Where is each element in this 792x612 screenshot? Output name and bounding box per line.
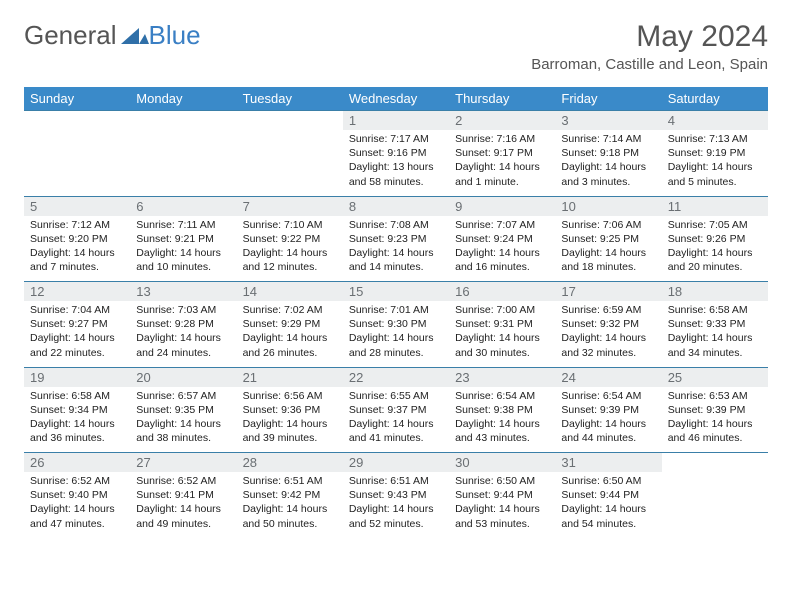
day-detail-cell: Sunrise: 7:10 AMSunset: 9:22 PMDaylight:… [237, 216, 343, 282]
weekday-header: Friday [555, 87, 661, 111]
day-detail-cell [24, 130, 130, 196]
day-detail-cell: Sunrise: 6:55 AMSunset: 9:37 PMDaylight:… [343, 387, 449, 453]
calendar-table: SundayMondayTuesdayWednesdayThursdayFrid… [24, 87, 768, 538]
day-detail-cell: Sunrise: 7:02 AMSunset: 9:29 PMDaylight:… [237, 301, 343, 367]
day-detail-cell: Sunrise: 7:06 AMSunset: 9:25 PMDaylight:… [555, 216, 661, 282]
weekday-header: Tuesday [237, 87, 343, 111]
day-detail-cell: Sunrise: 6:58 AMSunset: 9:34 PMDaylight:… [24, 387, 130, 453]
weekday-header: Thursday [449, 87, 555, 111]
day-number-cell: 22 [343, 367, 449, 387]
weekday-header: Wednesday [343, 87, 449, 111]
day-number-cell: 19 [24, 367, 130, 387]
day-number-cell: 6 [130, 196, 236, 216]
day-detail-cell: Sunrise: 7:17 AMSunset: 9:16 PMDaylight:… [343, 130, 449, 196]
day-detail-row: Sunrise: 7:04 AMSunset: 9:27 PMDaylight:… [24, 301, 768, 367]
day-detail-row: Sunrise: 7:12 AMSunset: 9:20 PMDaylight:… [24, 216, 768, 282]
day-number-row: 12131415161718 [24, 282, 768, 302]
day-number-cell: 23 [449, 367, 555, 387]
day-number-cell: 28 [237, 453, 343, 473]
day-detail-cell: Sunrise: 7:13 AMSunset: 9:19 PMDaylight:… [662, 130, 768, 196]
day-number-cell: 31 [555, 453, 661, 473]
day-number-cell: 14 [237, 282, 343, 302]
day-detail-cell: Sunrise: 6:51 AMSunset: 9:42 PMDaylight:… [237, 472, 343, 538]
weekday-header: Sunday [24, 87, 130, 111]
day-number-cell: 10 [555, 196, 661, 216]
day-detail-cell: Sunrise: 7:08 AMSunset: 9:23 PMDaylight:… [343, 216, 449, 282]
day-detail-cell: Sunrise: 7:11 AMSunset: 9:21 PMDaylight:… [130, 216, 236, 282]
day-number-cell: 2 [449, 111, 555, 131]
day-number-row: 19202122232425 [24, 367, 768, 387]
brand-part2: Blue [149, 20, 201, 51]
day-detail-cell: Sunrise: 6:54 AMSunset: 9:39 PMDaylight:… [555, 387, 661, 453]
weekday-header-row: SundayMondayTuesdayWednesdayThursdayFrid… [24, 87, 768, 111]
day-detail-cell: Sunrise: 7:01 AMSunset: 9:30 PMDaylight:… [343, 301, 449, 367]
day-detail-cell: Sunrise: 6:51 AMSunset: 9:43 PMDaylight:… [343, 472, 449, 538]
weekday-header: Monday [130, 87, 236, 111]
day-number-cell: 18 [662, 282, 768, 302]
brand-part1: General [24, 20, 117, 51]
day-detail-cell: Sunrise: 7:12 AMSunset: 9:20 PMDaylight:… [24, 216, 130, 282]
day-number-cell: 5 [24, 196, 130, 216]
day-detail-cell: Sunrise: 6:50 AMSunset: 9:44 PMDaylight:… [449, 472, 555, 538]
day-number-cell: 30 [449, 453, 555, 473]
day-number-cell: 15 [343, 282, 449, 302]
day-number-cell: 27 [130, 453, 236, 473]
location-label: Barroman, Castille and Leon, Spain [531, 56, 768, 73]
day-detail-cell: Sunrise: 7:00 AMSunset: 9:31 PMDaylight:… [449, 301, 555, 367]
day-number-cell: 1 [343, 111, 449, 131]
day-detail-cell: Sunrise: 7:05 AMSunset: 9:26 PMDaylight:… [662, 216, 768, 282]
day-detail-cell: Sunrise: 7:07 AMSunset: 9:24 PMDaylight:… [449, 216, 555, 282]
day-number-cell: 12 [24, 282, 130, 302]
day-detail-cell: Sunrise: 6:50 AMSunset: 9:44 PMDaylight:… [555, 472, 661, 538]
day-number-cell: 7 [237, 196, 343, 216]
weekday-header: Saturday [662, 87, 768, 111]
day-detail-cell: Sunrise: 6:57 AMSunset: 9:35 PMDaylight:… [130, 387, 236, 453]
day-detail-cell [130, 130, 236, 196]
month-title: May 2024 [531, 20, 768, 54]
day-detail-cell: Sunrise: 6:59 AMSunset: 9:32 PMDaylight:… [555, 301, 661, 367]
day-number-cell [662, 453, 768, 473]
day-detail-row: Sunrise: 6:52 AMSunset: 9:40 PMDaylight:… [24, 472, 768, 538]
header: General Blue May 2024 Barroman, Castille… [0, 0, 792, 77]
day-detail-cell: Sunrise: 7:16 AMSunset: 9:17 PMDaylight:… [449, 130, 555, 196]
day-number-cell: 11 [662, 196, 768, 216]
day-number-cell [237, 111, 343, 131]
day-detail-cell: Sunrise: 6:52 AMSunset: 9:41 PMDaylight:… [130, 472, 236, 538]
day-number-cell: 9 [449, 196, 555, 216]
day-number-cell: 17 [555, 282, 661, 302]
day-detail-cell: Sunrise: 6:58 AMSunset: 9:33 PMDaylight:… [662, 301, 768, 367]
day-number-row: 1234 [24, 111, 768, 131]
day-number-cell: 26 [24, 453, 130, 473]
day-detail-cell: Sunrise: 6:56 AMSunset: 9:36 PMDaylight:… [237, 387, 343, 453]
day-detail-cell: Sunrise: 6:52 AMSunset: 9:40 PMDaylight:… [24, 472, 130, 538]
day-number-cell: 4 [662, 111, 768, 131]
day-number-cell: 16 [449, 282, 555, 302]
day-detail-cell [237, 130, 343, 196]
day-number-cell: 21 [237, 367, 343, 387]
day-detail-cell [662, 472, 768, 538]
day-detail-cell: Sunrise: 7:14 AMSunset: 9:18 PMDaylight:… [555, 130, 661, 196]
day-number-cell: 13 [130, 282, 236, 302]
day-detail-cell: Sunrise: 6:54 AMSunset: 9:38 PMDaylight:… [449, 387, 555, 453]
day-detail-row: Sunrise: 6:58 AMSunset: 9:34 PMDaylight:… [24, 387, 768, 453]
day-number-row: 567891011 [24, 196, 768, 216]
day-number-cell: 29 [343, 453, 449, 473]
calendar-body: 1234Sunrise: 7:17 AMSunset: 9:16 PMDayli… [24, 111, 768, 539]
title-block: May 2024 Barroman, Castille and Leon, Sp… [531, 20, 768, 73]
day-detail-row: Sunrise: 7:17 AMSunset: 9:16 PMDaylight:… [24, 130, 768, 196]
brand-logo: General Blue [24, 20, 201, 51]
day-number-cell: 8 [343, 196, 449, 216]
day-number-cell [24, 111, 130, 131]
day-number-cell: 25 [662, 367, 768, 387]
day-number-cell: 3 [555, 111, 661, 131]
day-number-cell: 24 [555, 367, 661, 387]
day-detail-cell: Sunrise: 6:53 AMSunset: 9:39 PMDaylight:… [662, 387, 768, 453]
day-number-cell: 20 [130, 367, 236, 387]
day-number-row: 262728293031 [24, 453, 768, 473]
brand-triangle-icon [121, 20, 149, 51]
day-detail-cell: Sunrise: 7:03 AMSunset: 9:28 PMDaylight:… [130, 301, 236, 367]
day-number-cell [130, 111, 236, 131]
day-detail-cell: Sunrise: 7:04 AMSunset: 9:27 PMDaylight:… [24, 301, 130, 367]
